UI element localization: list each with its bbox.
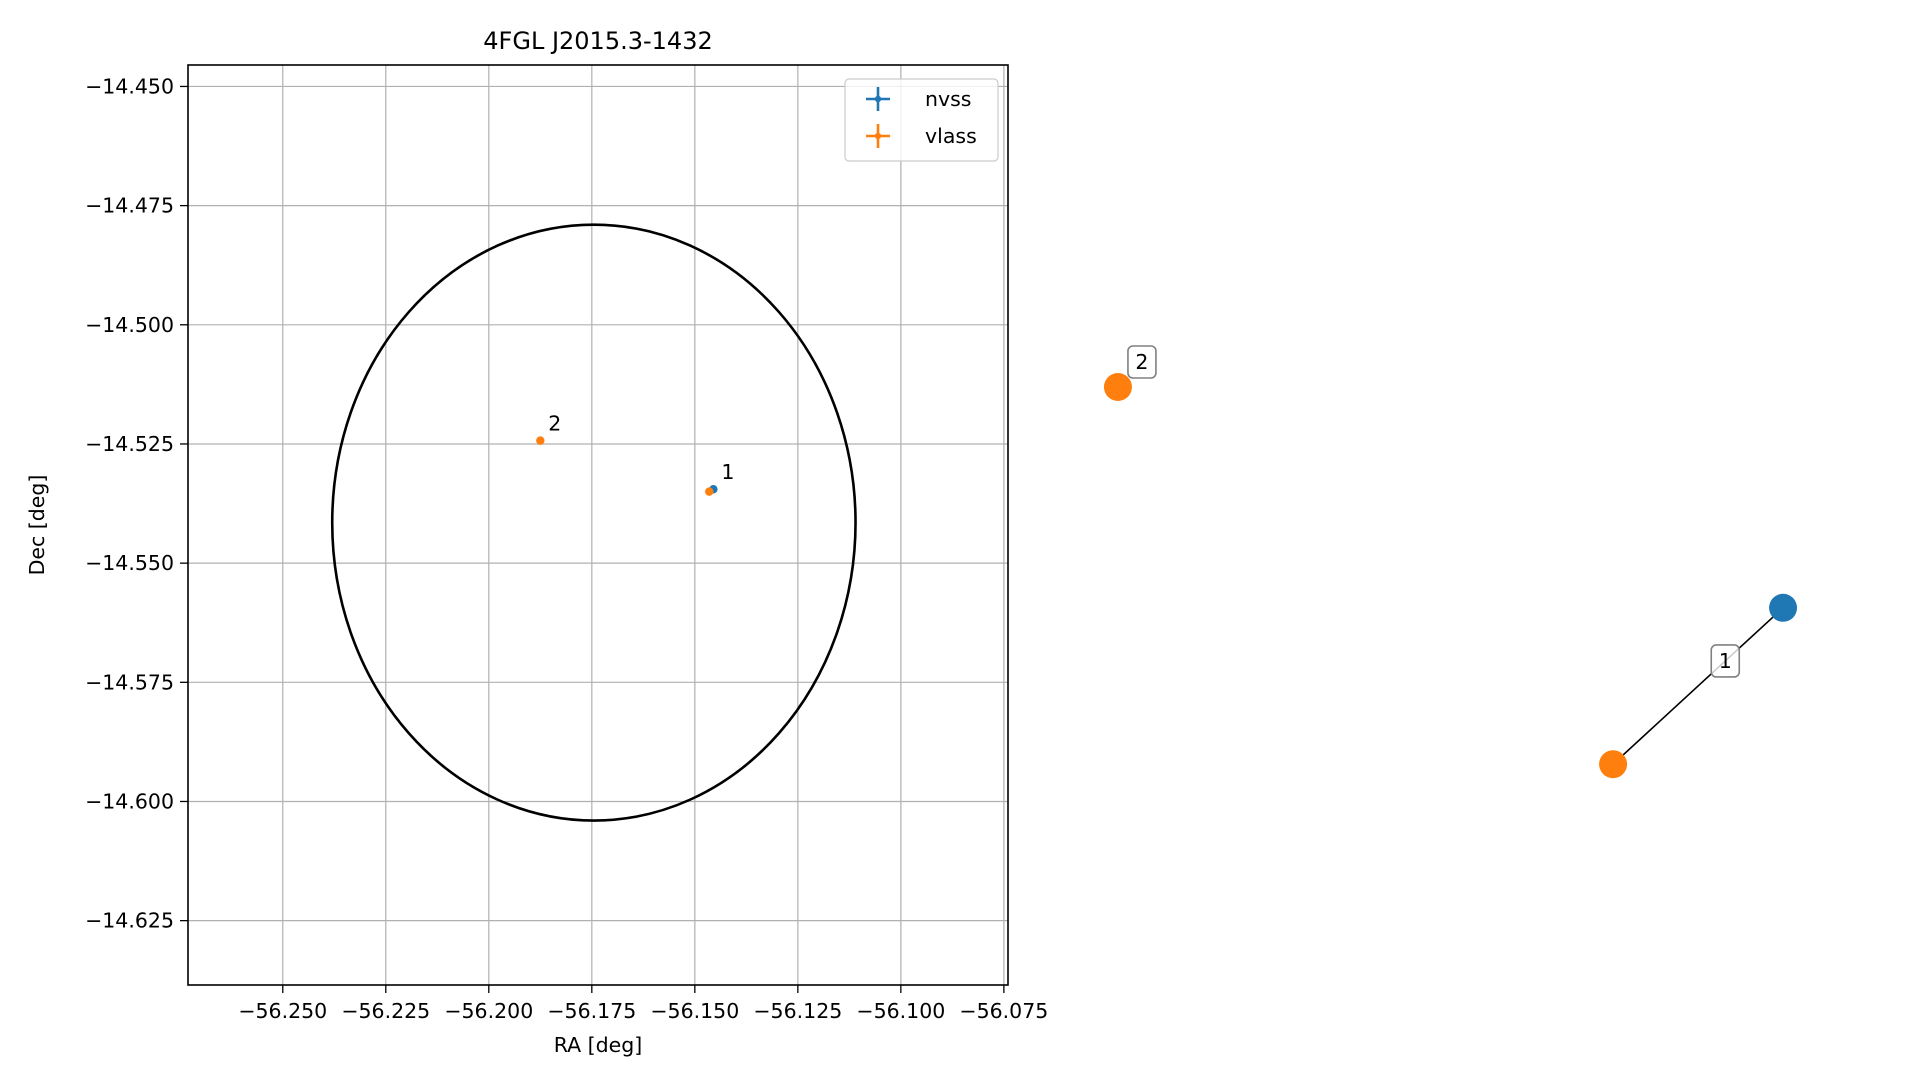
error-ellipse bbox=[330, 223, 857, 822]
x-tick-label: −56.200 bbox=[444, 999, 533, 1023]
legend-marker bbox=[874, 132, 882, 140]
legend-entry-nvss: nvss bbox=[866, 87, 972, 111]
legend-box bbox=[844, 78, 999, 162]
error-ellipse-group bbox=[330, 223, 857, 822]
y-axis-label: Dec [deg] bbox=[25, 475, 49, 576]
node-labels-group: 12 bbox=[1127, 345, 1741, 678]
legend-label: vlass bbox=[925, 124, 977, 148]
y-tick-label: −14.475 bbox=[85, 194, 174, 218]
point-annotation: 1 bbox=[721, 460, 734, 484]
legend-label: nvss bbox=[925, 87, 972, 111]
x-tick-label: −56.175 bbox=[547, 999, 636, 1023]
y-tick-label: −14.600 bbox=[85, 789, 174, 813]
x-tick-label: −56.225 bbox=[341, 999, 430, 1023]
node-label: 2 bbox=[1127, 345, 1157, 379]
y-axis-ticks: −14.450 −14.475 −14.500 −14.525 −14.550 −14.5… bbox=[85, 74, 188, 933]
y-tick-label: −14.575 bbox=[85, 670, 174, 694]
annotations-group: 12 bbox=[548, 412, 734, 485]
graph-node bbox=[1103, 373, 1132, 401]
legend-entry-vlass: vlass bbox=[866, 124, 977, 148]
x-axis-label: RA [deg] bbox=[554, 1033, 643, 1057]
grid bbox=[188, 65, 1008, 985]
x-tick-label: −56.250 bbox=[238, 999, 327, 1023]
x-tick-label: −56.075 bbox=[959, 999, 1048, 1023]
legend-marker bbox=[874, 95, 882, 103]
x-tick-label: −56.125 bbox=[753, 999, 842, 1023]
chart-title: 4FGL J2015.3-1432 bbox=[483, 27, 712, 55]
vlass-point bbox=[705, 487, 714, 496]
graph-node bbox=[1599, 750, 1628, 779]
edges-group bbox=[1612, 607, 1784, 765]
radio-source-plot: 12 −56.250 −56.225 −56.200 −56.175 −56.150 −5… bbox=[25, 27, 1048, 1057]
points-group bbox=[536, 436, 718, 496]
point-annotation: 2 bbox=[548, 412, 561, 436]
y-tick-label: −14.625 bbox=[85, 909, 174, 933]
y-tick-label: −14.550 bbox=[85, 551, 174, 575]
match-edge bbox=[1612, 607, 1784, 765]
label-box bbox=[1127, 345, 1157, 379]
label-box bbox=[1710, 644, 1741, 678]
x-axis-ticks: −56.250 −56.225 −56.200 −56.175 −56.150 −56.1… bbox=[238, 985, 1048, 1023]
vlass-point bbox=[536, 436, 545, 445]
edge-label: 1 bbox=[1710, 644, 1741, 678]
legend: nvss vlass bbox=[844, 78, 999, 162]
plot-frame bbox=[187, 64, 1009, 986]
match-graph: 12 bbox=[1103, 345, 1798, 779]
y-tick-label: −14.525 bbox=[85, 432, 174, 456]
label-text: 1 bbox=[1719, 649, 1732, 673]
x-tick-label: −56.150 bbox=[650, 999, 739, 1023]
label-text: 2 bbox=[1135, 350, 1148, 374]
y-tick-label: −14.450 bbox=[85, 74, 174, 98]
y-tick-label: −14.500 bbox=[85, 313, 174, 337]
nodes-group bbox=[1103, 373, 1798, 779]
x-tick-label: −56.100 bbox=[856, 999, 945, 1023]
graph-node bbox=[1769, 593, 1798, 622]
